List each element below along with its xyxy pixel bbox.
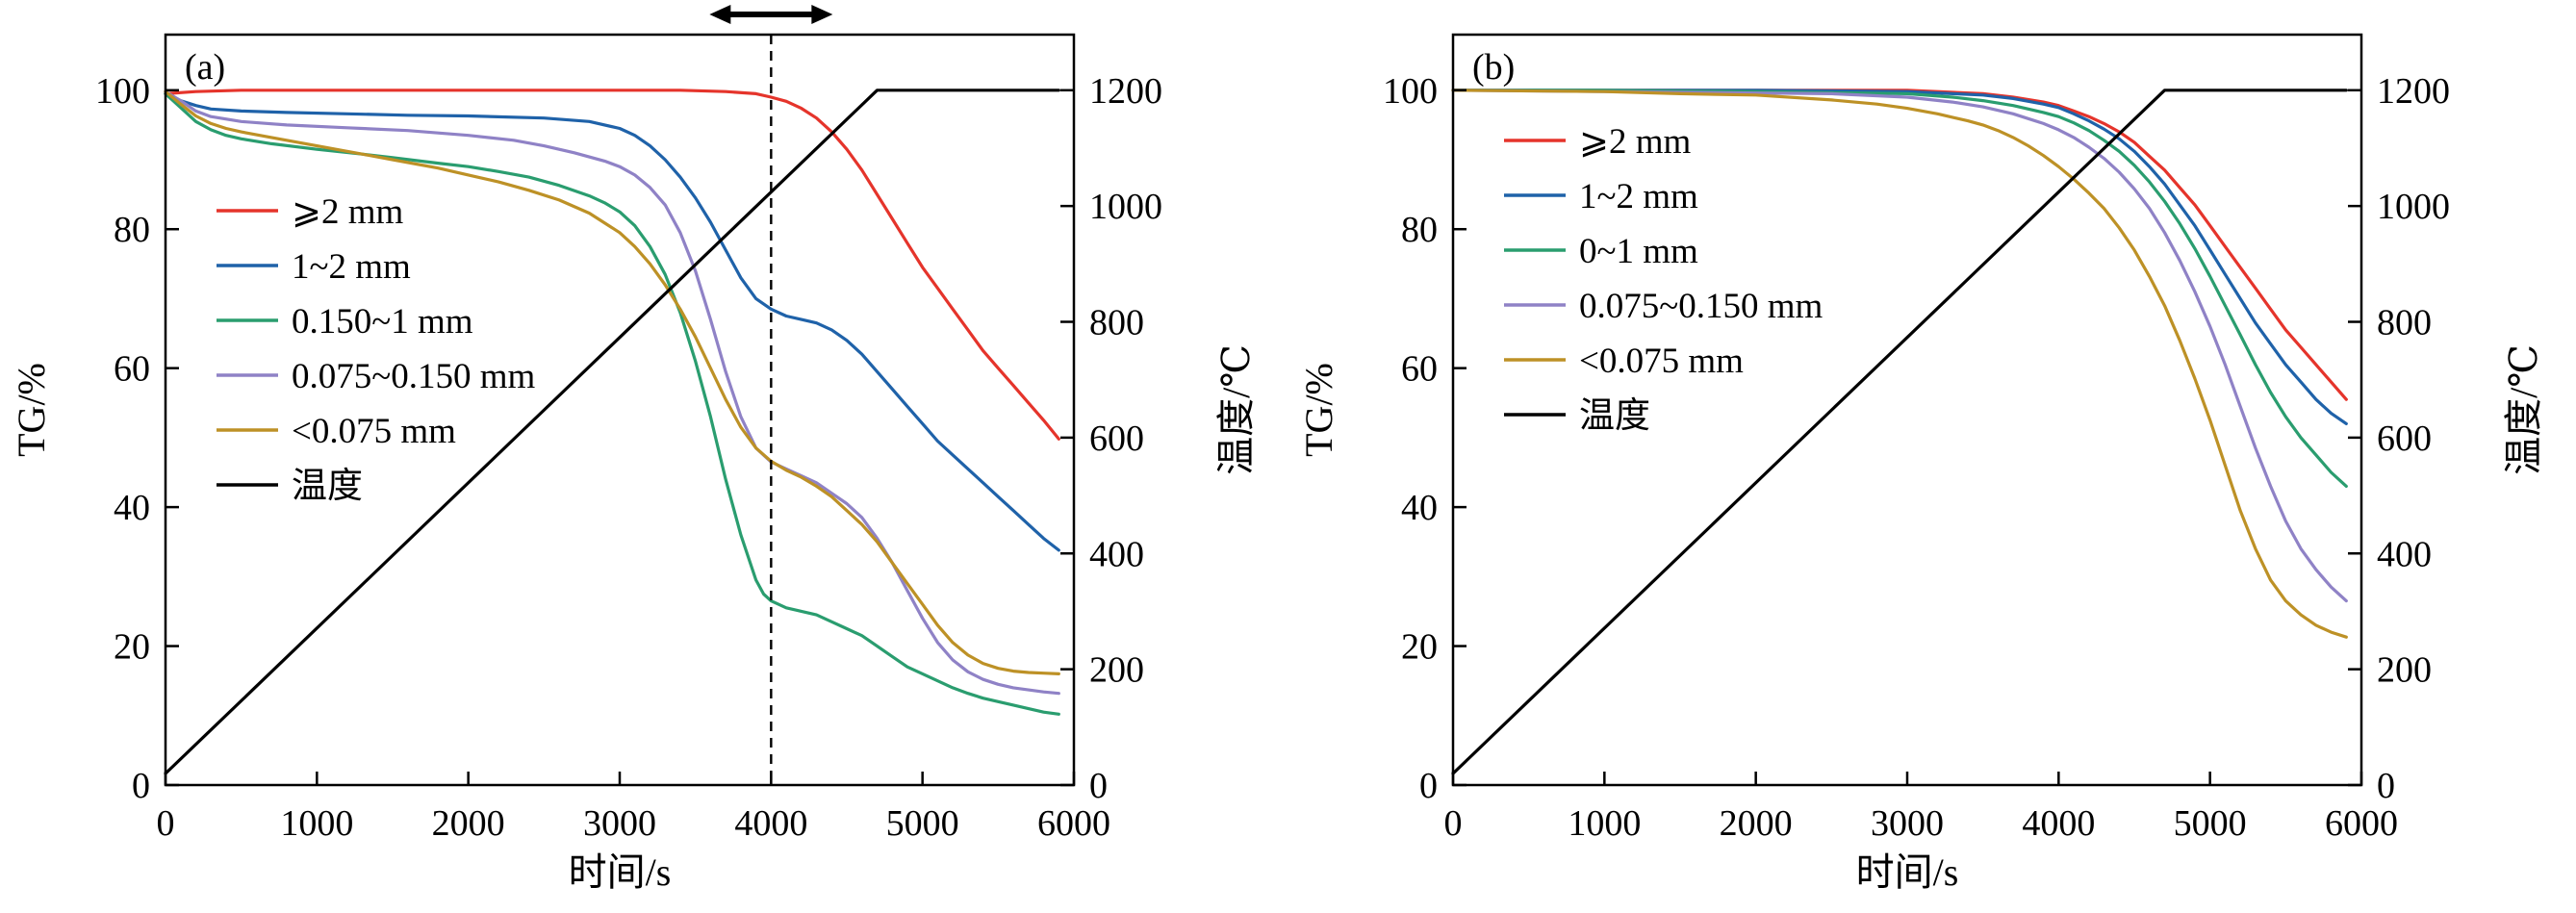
x-tick-label: 5000 (2174, 803, 2247, 844)
legend-label: <0.075 mm (292, 412, 456, 451)
chart-svg: 0 1000 2000 3000 4000 5000 6000020406080100020… (1297, 33, 2545, 894)
y-right-tick-label: 600 (2377, 418, 2432, 459)
y-left-tick-label: 100 (1383, 71, 1438, 112)
x-tick-label: 0 (157, 803, 175, 844)
y-right-tick-label: 400 (1089, 534, 1144, 574)
x-tick-label: 6000 (2325, 803, 2398, 844)
series-line-5 (164, 89, 1060, 775)
y-left-tick-label: 80 (1401, 210, 1438, 250)
x-tick-label: 2000 (1720, 803, 1793, 844)
y-left-tick-label: 0 (132, 766, 150, 806)
y-right-tick-label: 0 (2377, 766, 2395, 806)
series-line-4 (164, 89, 1060, 675)
x-tick-label: 6000 (1037, 803, 1110, 844)
y-left-tick-label: 80 (114, 210, 150, 250)
legend-label: 温度 (1579, 395, 1650, 436)
y-left-tick-label: 60 (114, 349, 150, 390)
legend-label: 0.075~0.150 mm (1579, 287, 1824, 326)
x-tick-label: 1000 (280, 803, 353, 844)
series-line-1 (1451, 89, 2348, 425)
chart-panel-a: 0 1000 2000 3000 4000 5000 6000 0 20 40 60 80 100 0 20… (0, 0, 1288, 908)
x-axis-title: 时间/s (569, 850, 672, 894)
series-line-3 (1451, 89, 2348, 603)
x-tick-label: 4000 (2022, 803, 2095, 844)
y-left-tick-label: 40 (1401, 488, 1438, 528)
y-right-tick-label: 1000 (2377, 187, 2450, 227)
y-left-tick-label: 20 (114, 627, 150, 668)
legend: ⩾2 mm 1~2 mm 0.150~1 mm 0.075~0.150 mm <0.07… (217, 192, 536, 506)
y-right-tick-label: 0 (1089, 766, 1108, 806)
series-line-4 (1451, 89, 2348, 639)
series-line-5 (1451, 89, 2348, 775)
y-right-tick-label: 200 (1089, 650, 1144, 691)
double-arrow-icon (709, 5, 833, 24)
x-tick-label: 5000 (886, 803, 959, 844)
x-tick-label: 0 (1444, 803, 1463, 844)
legend-label: 0.150~1 mm (292, 302, 473, 342)
y-right-tick-label: 1000 (1089, 187, 1162, 227)
legend-label: 温度 (292, 466, 363, 506)
x-tick-label: 3000 (583, 803, 656, 844)
x-axis-title: 时间/s (1856, 850, 1959, 894)
y-left-tick-label: 60 (1401, 349, 1438, 390)
legend-label: 0.075~0.150 mm (292, 357, 536, 396)
legend-label: <0.075 mm (1579, 342, 1744, 381)
y-left-axis-title: TG/% (10, 363, 53, 457)
legend-label: ⩾2 mm (1579, 122, 1692, 162)
y-left-tick-label: 40 (114, 488, 150, 528)
series-line-1 (164, 91, 1060, 552)
y-right-tick-label: 1200 (1089, 71, 1162, 112)
y-left-axis-title: TG/% (1297, 363, 1340, 457)
y-right-axis-title: 温度/℃ (1214, 344, 1258, 475)
x-tick-label: 4000 (734, 803, 807, 844)
y-right-tick-label: 200 (2377, 650, 2432, 691)
y-right-axis-title: 温度/℃ (2502, 344, 2545, 475)
x-tick-label: 3000 (1871, 803, 1944, 844)
y-right-tick-label: 800 (2377, 303, 2432, 343)
y-left-tick-label: 20 (1401, 627, 1438, 668)
legend-label: 1~2 mm (292, 247, 411, 287)
chart-svg: 0 1000 2000 3000 4000 5000 6000020406080100020… (10, 5, 1258, 894)
y-right-tick-label: 1200 (2377, 71, 2450, 112)
y-right-tick-label: 400 (2377, 534, 2432, 574)
legend-label: 1~2 mm (1579, 177, 1698, 216)
y-left-tick-label: 100 (95, 71, 150, 112)
series-line-3 (164, 89, 1060, 696)
x-tick-label: 1000 (1568, 803, 1641, 844)
y-right-tick-label: 800 (1089, 303, 1144, 343)
series-line-0 (164, 89, 1060, 441)
y-right-tick-label: 600 (1089, 418, 1144, 459)
legend: ⩾2 mm 1~2 mm 0~1 mm 0.075~0.150 mm <0.075 mm… (1504, 122, 1824, 436)
chart-panel-b: 0 1000 2000 3000 4000 5000 6000 0 20 40 60 80 100 0 20… (1288, 0, 2575, 908)
panel-label: (b) (1472, 47, 1515, 88)
series-line-2 (1451, 89, 2348, 488)
y-left-tick-label: 0 (1419, 766, 1438, 806)
x-tick-label: 2000 (432, 803, 505, 844)
legend-label: ⩾2 mm (292, 192, 404, 232)
panel-label: (a) (185, 47, 225, 88)
legend-label: 0~1 mm (1579, 232, 1698, 271)
